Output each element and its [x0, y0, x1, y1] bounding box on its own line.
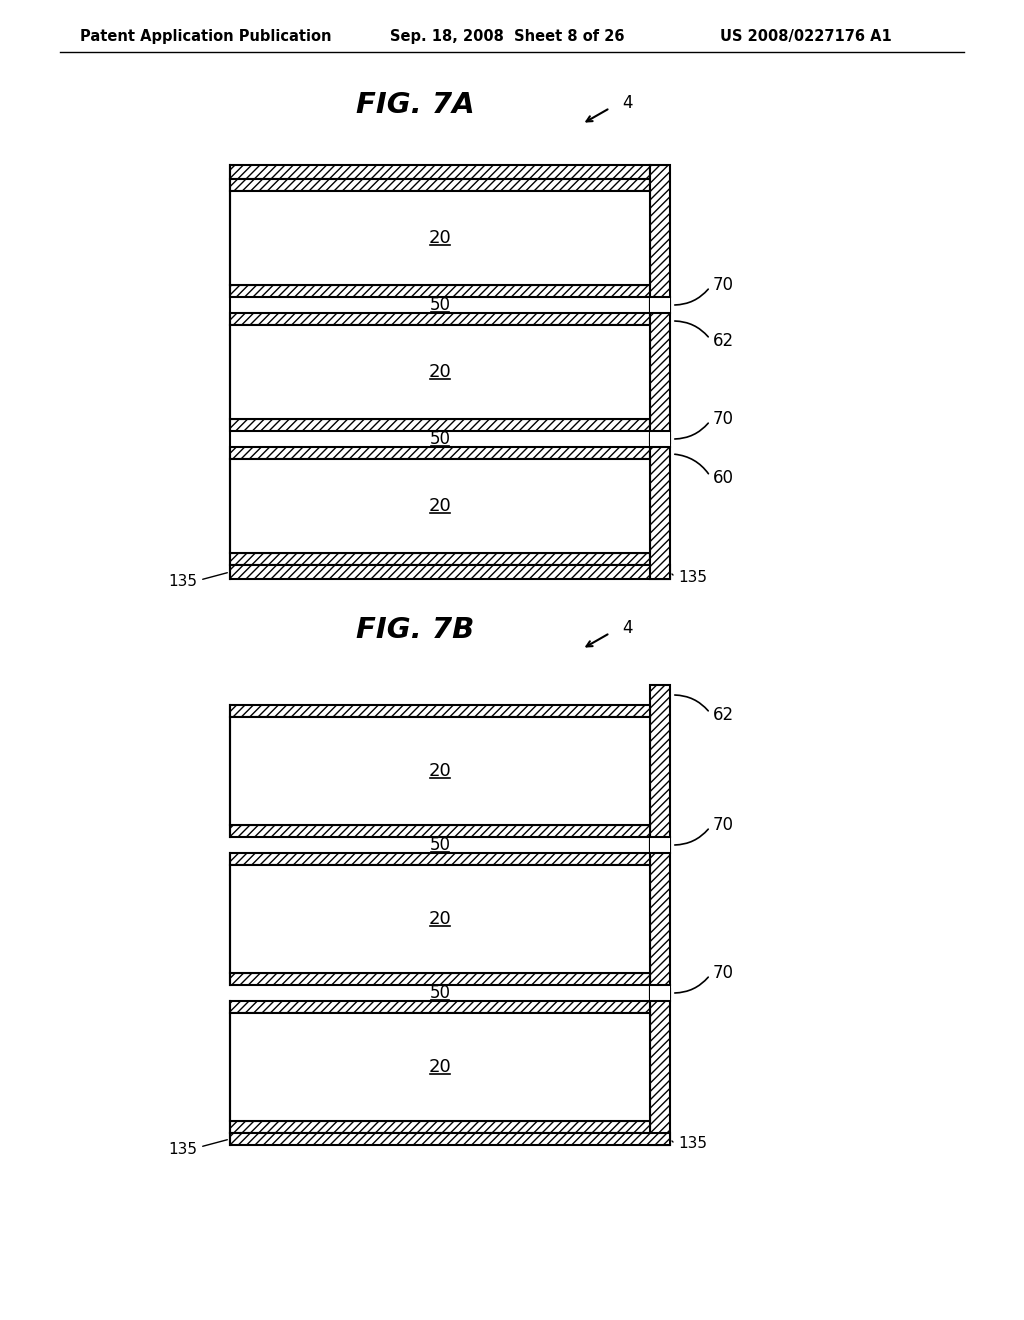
Text: US 2008/0227176 A1: US 2008/0227176 A1	[720, 29, 892, 45]
Text: 20: 20	[429, 363, 452, 381]
Bar	[230, 865, 650, 973]
Text: 135: 135	[168, 1142, 197, 1156]
Bar	[230, 705, 650, 717]
Bar	[230, 165, 650, 180]
Text: 70: 70	[713, 276, 734, 294]
Bar	[230, 313, 650, 325]
Bar	[230, 1001, 650, 1012]
Text: 20: 20	[429, 1059, 452, 1076]
Text: 4: 4	[622, 94, 633, 112]
Text: 70: 70	[713, 964, 734, 982]
Bar	[650, 837, 670, 853]
Bar	[230, 1133, 670, 1144]
Bar	[230, 1121, 650, 1133]
Bar	[650, 436, 670, 444]
Bar	[650, 841, 670, 849]
Bar	[650, 297, 670, 313]
Text: FIG. 7B: FIG. 7B	[355, 616, 474, 644]
Text: 60: 60	[713, 469, 734, 487]
Bar	[230, 447, 650, 459]
Bar	[650, 165, 670, 579]
Text: Sep. 18, 2008  Sheet 8 of 26: Sep. 18, 2008 Sheet 8 of 26	[390, 29, 625, 45]
Bar	[230, 180, 650, 191]
Bar	[230, 565, 670, 579]
Bar	[230, 825, 650, 837]
Text: 50: 50	[429, 836, 451, 854]
Bar	[230, 553, 650, 565]
Text: 70: 70	[713, 411, 734, 428]
Text: 135: 135	[678, 569, 707, 585]
Bar	[650, 985, 670, 1001]
Text: 4: 4	[622, 619, 633, 638]
Bar	[650, 989, 670, 997]
Text: 20: 20	[429, 909, 452, 928]
Text: 135: 135	[168, 574, 197, 590]
Bar	[230, 1012, 650, 1121]
Bar	[230, 459, 650, 553]
Text: Patent Application Publication: Patent Application Publication	[80, 29, 332, 45]
Text: 62: 62	[713, 333, 734, 350]
Bar	[230, 717, 650, 825]
Text: 50: 50	[429, 430, 451, 447]
Text: 135: 135	[678, 1137, 707, 1151]
Bar	[650, 301, 670, 309]
Bar	[230, 418, 650, 432]
Bar	[230, 191, 650, 285]
Bar	[230, 285, 650, 297]
Bar	[230, 325, 650, 418]
Bar	[230, 973, 650, 985]
Bar	[230, 853, 650, 865]
Text: 20: 20	[429, 228, 452, 247]
Text: 62: 62	[713, 706, 734, 723]
Text: 20: 20	[429, 498, 452, 515]
Text: 50: 50	[429, 296, 451, 314]
Bar	[650, 685, 670, 1144]
Text: 50: 50	[429, 983, 451, 1002]
Text: 70: 70	[713, 816, 734, 834]
Bar	[650, 432, 670, 447]
Text: FIG. 7A: FIG. 7A	[355, 91, 474, 119]
Text: 20: 20	[429, 762, 452, 780]
